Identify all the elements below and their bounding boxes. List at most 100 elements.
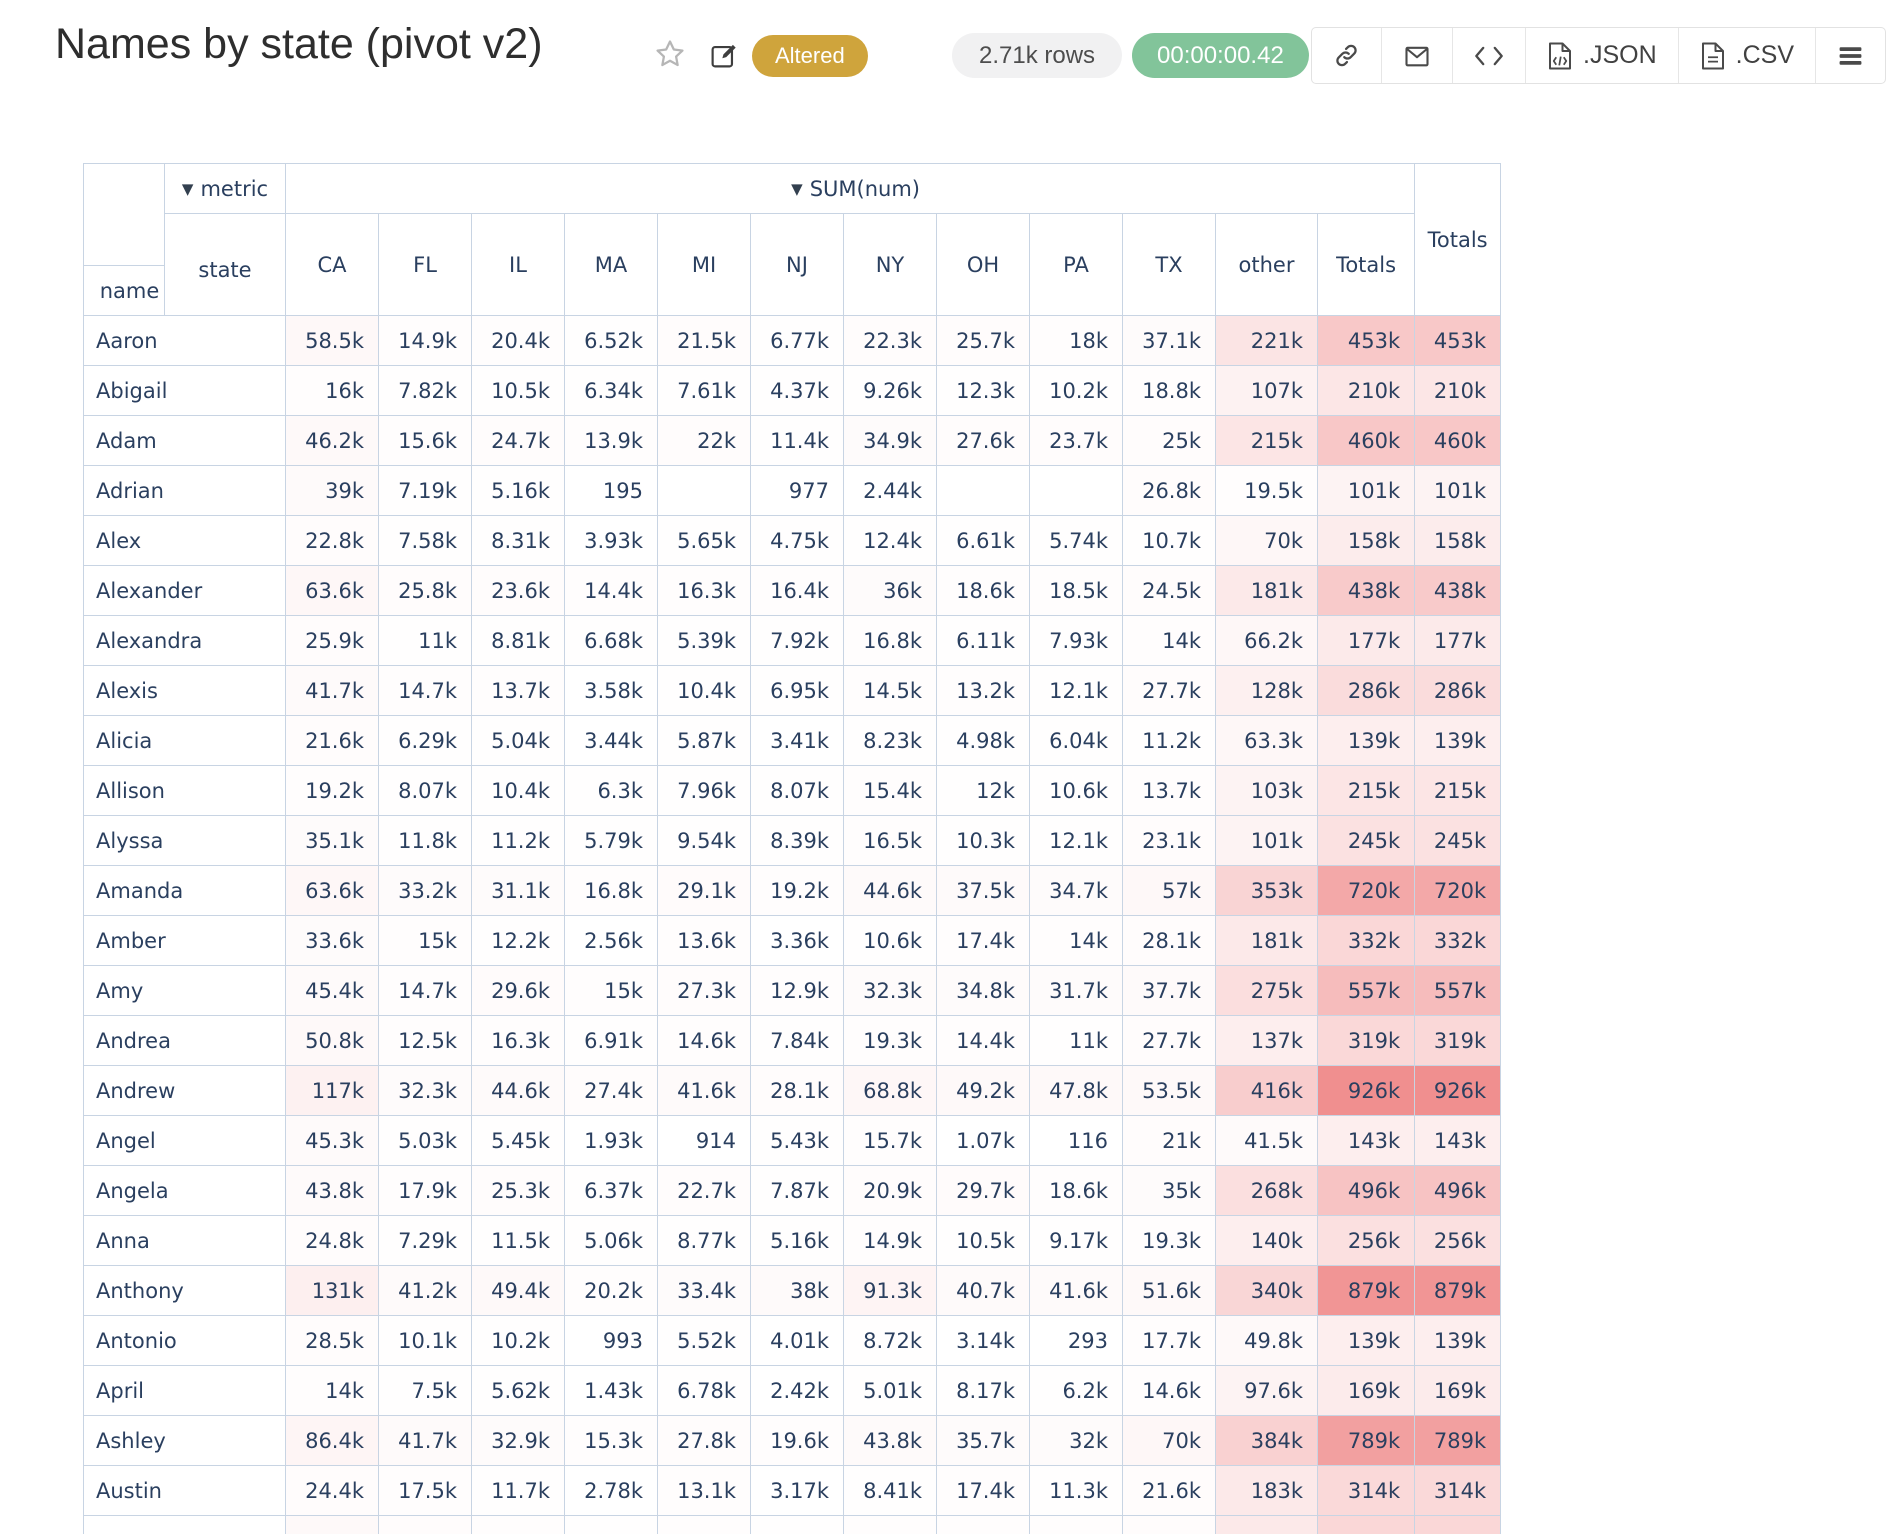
pivot-row-alyssa: Alyssa 35.1k 11.8k 11.2k 5.79k 9.54k 8.39k 16.5… — [83, 815, 1502, 866]
pivot-cell: 15.3k — [564, 1415, 658, 1466]
row-label: Alex — [83, 515, 286, 566]
pivot-cell: 169k — [1316, 1365, 1416, 1416]
pivot-cell: 28.5k — [285, 1315, 379, 1366]
pivot-cell: 11.2k — [1122, 715, 1216, 766]
row-grand-total-cell: 101k — [1414, 465, 1502, 516]
pivot-cell: 10.7k — [1122, 515, 1216, 566]
pivot-cell: 11.8k — [378, 815, 472, 866]
row-label: Andrea — [83, 1015, 286, 1066]
pivot-cell: 16.3k — [657, 565, 751, 616]
link-button[interactable] — [1312, 28, 1381, 83]
export-csv-button[interactable]: .CSV — [1677, 28, 1815, 83]
metric-dropdown[interactable]: ▼ metric — [164, 163, 286, 214]
pivot-cell: 25.9k — [285, 615, 379, 666]
pivot-cell: 22k — [657, 415, 751, 466]
pivot-cell: 139k — [1316, 715, 1416, 766]
pivot-cell: 993 — [564, 1315, 658, 1366]
pivot-cell: 19.3k — [843, 1015, 937, 1066]
pivot-cell: 37.1k — [1122, 315, 1216, 366]
row-grand-total-cell: 169k — [1414, 1365, 1502, 1416]
pivot-row-anthony: Anthony 131k 41.2k 49.4k 20.2k 33.4k 38k 91.3k 4… — [83, 1265, 1502, 1316]
menu-button[interactable] — [1815, 28, 1885, 83]
envelope-button[interactable] — [1381, 28, 1452, 83]
pivot-cell: 2.44k — [843, 465, 937, 516]
pivot-cell: 13.7k — [1122, 765, 1216, 816]
pivot-cell: 43.8k — [285, 1165, 379, 1216]
pivot-row-alexandra: Alexandra 25.9k 11k 8.81k 6.68k 5.39k 7.92k 16.… — [83, 615, 1502, 666]
pivot-cell: 5.39k — [657, 615, 751, 666]
row-attr-name[interactable]: name — [83, 265, 165, 316]
pivot-cell: 3.17k — [750, 1465, 844, 1516]
pivot-cell: 13.9k — [564, 415, 658, 466]
row-grand-total-cell: 720k — [1414, 865, 1502, 916]
pivot-cell: 215k — [1215, 415, 1318, 466]
file-csv-icon — [1700, 41, 1726, 71]
code-button[interactable] — [1452, 28, 1525, 83]
pivot-cell: 117k — [285, 1065, 379, 1116]
pivot-cell: 6.95k — [750, 665, 844, 716]
pivot-cell: 12.4k — [843, 515, 937, 566]
col-attr-state[interactable]: state — [164, 213, 286, 316]
pivot-cell: 27.7k — [1122, 665, 1216, 716]
pivot-cell: 11.4k — [750, 415, 844, 466]
pivot-cell: 86.4k — [285, 1415, 379, 1466]
pivot-cell: 10.4k — [471, 765, 565, 816]
pivot-cell: 181k — [1215, 915, 1318, 966]
pivot-cell: 10.6k — [843, 915, 937, 966]
pivot-cell: 29.7k — [936, 1165, 1030, 1216]
pivot-cell: 27.6k — [936, 415, 1030, 466]
favorite-star-icon[interactable] — [652, 36, 688, 72]
pivot-cell — [843, 1515, 937, 1534]
pivot-cell: 6.91k — [564, 1015, 658, 1066]
row-grand-total-cell: 460k — [1414, 415, 1502, 466]
edit-title-icon[interactable] — [708, 40, 738, 70]
pivot-cell: 4.37k — [750, 365, 844, 416]
export-json-button[interactable]: .JSON — [1525, 28, 1678, 83]
pivot-cell: 43.8k — [843, 1415, 937, 1466]
row-grand-total-cell: 143k — [1414, 1115, 1502, 1166]
col-header-ca: CA — [285, 213, 379, 316]
row-grand-total-cell: 789k — [1414, 1415, 1502, 1466]
pivot-cell: 453k — [1316, 315, 1416, 366]
pivot-cell: 34.7k — [1029, 865, 1123, 916]
pivot-cell: 2.78k — [564, 1465, 658, 1516]
pivot-cell: 5.03k — [378, 1115, 472, 1166]
row-grand-total-cell: 177k — [1414, 615, 1502, 666]
row-grand-total-cell: 453k — [1414, 315, 1502, 366]
pivot-cell: 7.61k — [657, 365, 751, 416]
pivot-cell: 34.9k — [843, 415, 937, 466]
pivot-cell: 926k — [1316, 1065, 1416, 1116]
pivot-cell: 40.7k — [936, 1265, 1030, 1316]
pivot-cell: 21.6k — [1122, 1465, 1216, 1516]
pivot-cell: 181k — [1215, 565, 1318, 616]
pivot-cell: 5.52k — [657, 1315, 751, 1366]
pivot-cell: 37.7k — [1122, 965, 1216, 1016]
pivot-cell: 14.7k — [378, 965, 472, 1016]
row-label: Ashley — [83, 1415, 286, 1466]
pivot-cell: 22.3k — [843, 315, 937, 366]
aggregator-dropdown[interactable]: ▼ SUM(num) — [284, 163, 1416, 214]
row-grand-total-cell: 879k — [1414, 1265, 1502, 1316]
pivot-cell: 27.3k — [657, 965, 751, 1016]
pivot-cell: 7.29k — [378, 1215, 472, 1266]
pivot-cell: 27.4k — [564, 1065, 658, 1116]
pivot-cell — [564, 1515, 658, 1534]
pivot-row-alex: Alex 22.8k 7.58k 8.31k 3.93k 5.65k 4.75k 12.4k 6… — [83, 515, 1502, 566]
pivot-row-allison: Allison 19.2k 8.07k 10.4k 6.3k 7.96k 8.07k 15.4… — [83, 765, 1502, 816]
pivot-cell: 319k — [1316, 1015, 1416, 1066]
pivot-cell: 5.62k — [471, 1365, 565, 1416]
pivot-cell: 15k — [564, 965, 658, 1016]
export-toolbar: .JSON .CSV — [1311, 27, 1886, 84]
pivot-cell: 13.7k — [471, 665, 565, 716]
pivot-cell: 31.7k — [1029, 965, 1123, 1016]
pivot-cell: 6.37k — [564, 1165, 658, 1216]
pivot-cell: 7.92k — [750, 615, 844, 666]
row-label: Antonio — [83, 1315, 286, 1366]
row-label: Alexandra — [83, 615, 286, 666]
row-label: Amy — [83, 965, 286, 1016]
pivot-cell: 286k — [1316, 665, 1416, 716]
pivot-cell: 914 — [657, 1115, 751, 1166]
grand-totals-header: Totals — [1414, 163, 1502, 316]
pivot-cell: 14k — [1029, 915, 1123, 966]
altered-badge: Altered — [752, 35, 868, 77]
